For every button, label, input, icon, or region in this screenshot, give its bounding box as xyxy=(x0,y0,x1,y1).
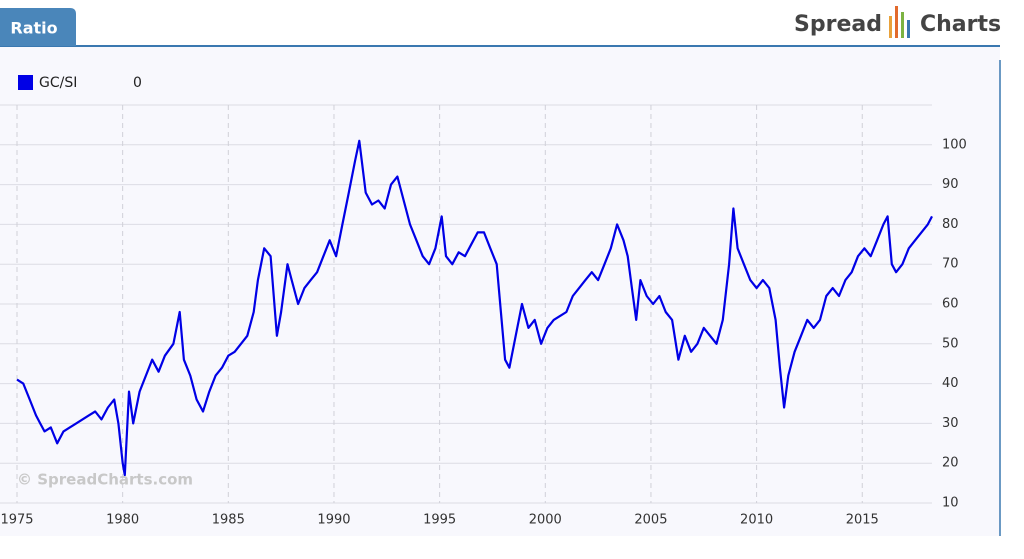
x-tick-label: 1985 xyxy=(212,513,245,528)
x-tick-label: 1990 xyxy=(317,513,350,528)
legend-swatch xyxy=(18,75,33,90)
y-tick-label: 90 xyxy=(942,177,959,192)
tab[interactable] xyxy=(0,8,76,46)
logo-text: Charts xyxy=(920,12,1001,37)
y-tick-label: 70 xyxy=(942,257,959,272)
y-tick-label: 40 xyxy=(942,376,959,391)
x-tick-label: 2000 xyxy=(529,513,562,528)
legend-value: 0 xyxy=(133,75,142,91)
y-tick-label: 80 xyxy=(942,217,959,232)
x-tick-label: 2005 xyxy=(634,513,667,528)
x-tick-label: 1980 xyxy=(106,513,139,528)
watermark: © SpreadCharts.com xyxy=(17,471,193,489)
logo-text: Spread xyxy=(794,12,882,37)
tab-label[interactable]: Ratio xyxy=(10,19,57,38)
y-tick-label: 10 xyxy=(942,496,959,511)
x-tick-label: 1995 xyxy=(423,513,456,528)
y-tick-label: 20 xyxy=(942,456,959,471)
y-tick-label: 30 xyxy=(942,416,959,431)
y-tick-label: 60 xyxy=(942,297,959,312)
y-tick-label: 100 xyxy=(942,137,967,152)
x-tick-label: 2010 xyxy=(740,513,773,528)
x-tick-label: 1975 xyxy=(0,513,33,528)
logo-icon xyxy=(889,6,910,38)
legend-label: GC/SI xyxy=(39,75,77,91)
y-tick-label: 50 xyxy=(942,336,959,351)
x-tick-label: 2015 xyxy=(846,513,879,528)
data-line xyxy=(16,139,933,477)
